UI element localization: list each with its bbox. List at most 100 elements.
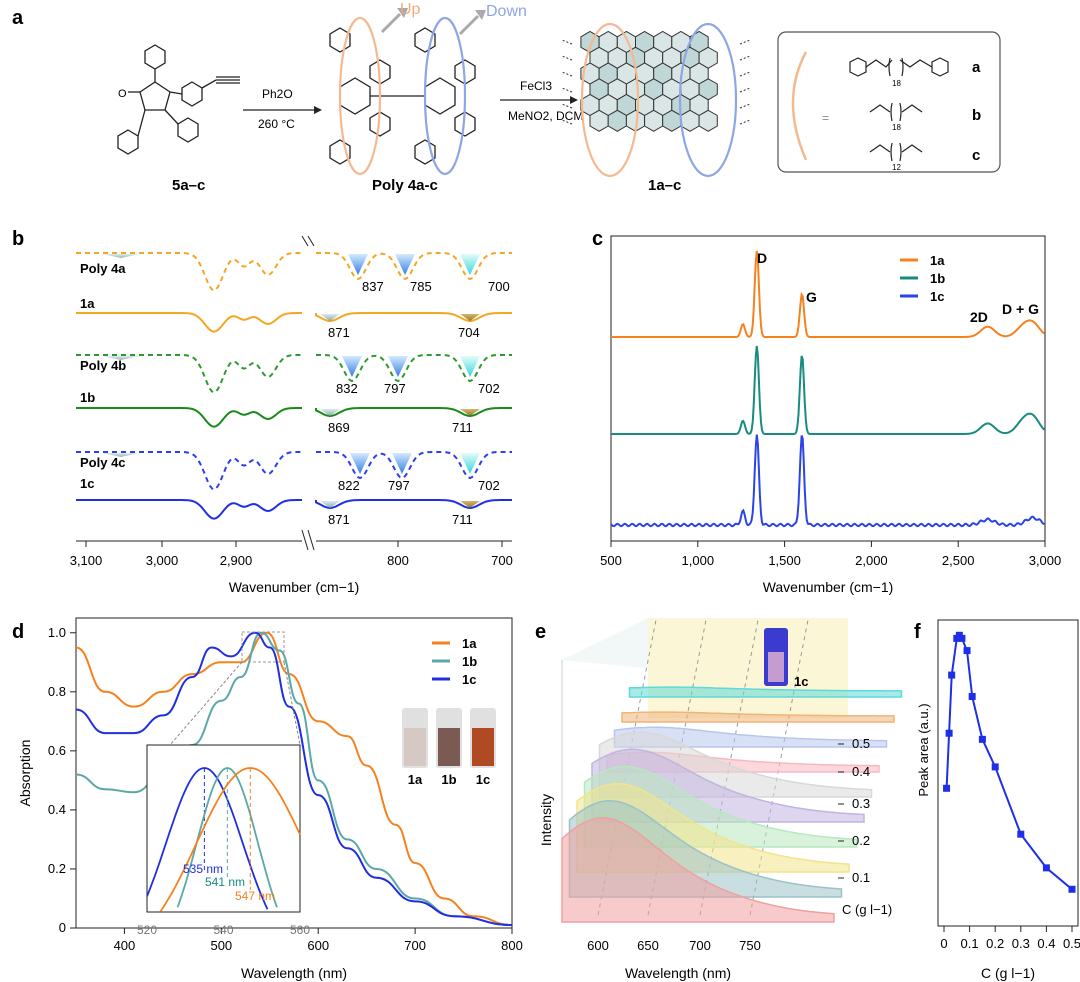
- side-chain-a-structure: [849, 57, 949, 77]
- down-label: Down: [486, 3, 527, 20]
- panel-b-tick-label: 3,000: [146, 553, 179, 568]
- ftir-trace-left-1: [76, 312, 302, 333]
- pl-spectrum-1: [621, 711, 895, 723]
- ftir-trace-right-4: [316, 451, 512, 480]
- ftir-peak-fill: [460, 501, 480, 508]
- ftir-trace-left-0: [76, 252, 302, 292]
- gnr-edge-bond: [561, 71, 573, 77]
- ftir-trace-name: 1b: [80, 390, 95, 405]
- panel-d-ytick-label: 0.6: [48, 743, 66, 758]
- ftir-trace-right-3: [315, 407, 512, 418]
- panel-e-xlabel: Wavelength (nm): [625, 965, 731, 981]
- band-2d-label: 2D: [970, 309, 988, 325]
- panel-d-frame: [75, 617, 513, 929]
- down-arrow-icon: [458, 14, 480, 36]
- ftir-trace-name: 1c: [80, 476, 94, 491]
- gnr-edge-bond: [561, 39, 573, 45]
- ftir-peak-fill: [460, 453, 480, 474]
- pl-spectrum-2: [613, 726, 888, 748]
- panel-e-xtick-label: 600: [587, 938, 609, 953]
- panel-c-tick-label: 2,000: [855, 553, 888, 568]
- ftir-peak-label: 785: [410, 279, 432, 294]
- vial-1c-liquid: [768, 652, 784, 682]
- ftir-peak-label: 704: [458, 325, 480, 340]
- gnr-ring-36: [607, 109, 627, 132]
- panel-c: c 500 1,000 1,500 2,000 2,500 3,000 Wavenumbe…: [592, 228, 1061, 595]
- panel-e-xtick-label: 650: [637, 938, 659, 953]
- panel-c-label: c: [592, 228, 603, 250]
- panel-c-tick-label: 2,500: [942, 553, 975, 568]
- zoom-line-right: [283, 661, 301, 746]
- peak-area-point: [943, 784, 951, 792]
- panel-b-tick-label: 2,900: [220, 553, 253, 568]
- panel-f: f 0 0.1 0.2 0.3 0.4 0.5 C (g l−1) Peak area (…: [914, 619, 1080, 981]
- ftir-peak-label: 837: [362, 279, 384, 294]
- vial-label: 1a: [408, 772, 423, 787]
- panel-e-xtick-label: 750: [739, 938, 761, 953]
- peak-area-line: [945, 633, 1073, 891]
- ftir-peak-fill: [460, 314, 480, 321]
- compound-1-label: 1a–c: [648, 177, 681, 194]
- ftir-trace-name: Poly 4a: [80, 261, 126, 276]
- poly-4-structure: [329, 27, 476, 165]
- up-ring-poly4: [338, 16, 382, 176]
- gnr-edge-bond: [561, 87, 573, 93]
- ftir-peak-label: 871: [328, 512, 350, 527]
- panel-c-tick-label: 1,500: [768, 553, 801, 568]
- side-chain-c-structure: [869, 142, 923, 162]
- inset-frame: [146, 744, 301, 913]
- ftir-trace-left-4: [76, 451, 302, 491]
- peak-area-point: [1017, 830, 1025, 838]
- up-arrow-icon: [380, 12, 402, 34]
- panel-d-xtick-label: 500: [210, 938, 232, 953]
- gnr-ring-38: [644, 109, 664, 132]
- ftir-peak-fill: [392, 453, 412, 474]
- ftir-peak-fill: [350, 453, 370, 474]
- vial-label: 1b: [441, 772, 456, 787]
- ftir-peak-fill: [460, 356, 480, 377]
- gnr-edge-bond: [561, 119, 573, 125]
- ftir-peak-fill: [320, 409, 340, 416]
- peak-area-point: [1068, 885, 1076, 893]
- gnr-ring-40: [680, 109, 700, 132]
- raman-legend-label: 1b: [930, 271, 945, 286]
- panel-d-xtick-label: 600: [307, 938, 329, 953]
- panel-f-xlabel: C (g l−1): [981, 965, 1035, 981]
- vials-photo: 1a 1b 1c: [402, 708, 496, 787]
- zoom-line-left: [169, 661, 243, 746]
- gnr-edge-bond: [739, 87, 751, 93]
- raman-legend-label: 1c: [930, 289, 944, 304]
- ftir-ch-fill: [102, 453, 140, 457]
- panel-d-xlabel: Wavelength (nm): [241, 965, 347, 981]
- panel-c-tick-label: 500: [600, 553, 622, 568]
- inset-curve: [159, 767, 301, 913]
- panel-e-ztick-label: 0.4: [852, 764, 870, 779]
- panel-c-tick-label: 1,000: [682, 553, 715, 568]
- inset-tick-label: 560: [290, 923, 310, 937]
- vial-liquid: [404, 728, 426, 766]
- down-ring-gnr: [678, 22, 738, 178]
- peak-area-point: [978, 735, 986, 743]
- ftir-trace-left-3: [76, 407, 302, 428]
- panel-d-ytick-label: 0: [59, 920, 66, 935]
- side-chain-legend: [777, 31, 1001, 173]
- panel-d-xtick-label: 400: [114, 938, 136, 953]
- side-chain-c-sub: 12: [892, 163, 901, 172]
- up-ring-gnr: [580, 22, 640, 178]
- side-chain-b-structure: [869, 102, 923, 122]
- ftir-peak-fill: [460, 409, 480, 416]
- panel-e-ztick-label: 0.1: [852, 870, 870, 885]
- panel-f-tick-label: 0.2: [986, 936, 1004, 951]
- ftir-trace-right-2: [316, 354, 512, 383]
- side-chain-b-sub: 18: [892, 123, 901, 132]
- panel-f-tick-label: 0.4: [1037, 936, 1055, 951]
- down-arrow-head-icon: [475, 10, 486, 20]
- peak-area-point: [958, 634, 966, 642]
- band-dg-label: D + G: [1002, 301, 1039, 317]
- ftir-peak-label: 711: [452, 512, 473, 527]
- gnr-edge-bond: [561, 55, 573, 61]
- gnr-1-structure: [561, 30, 751, 132]
- reagent-2-bottom: MeNO2, DCM: [508, 109, 583, 123]
- axis-break-icon: [301, 529, 309, 551]
- vial-liquid: [472, 728, 494, 766]
